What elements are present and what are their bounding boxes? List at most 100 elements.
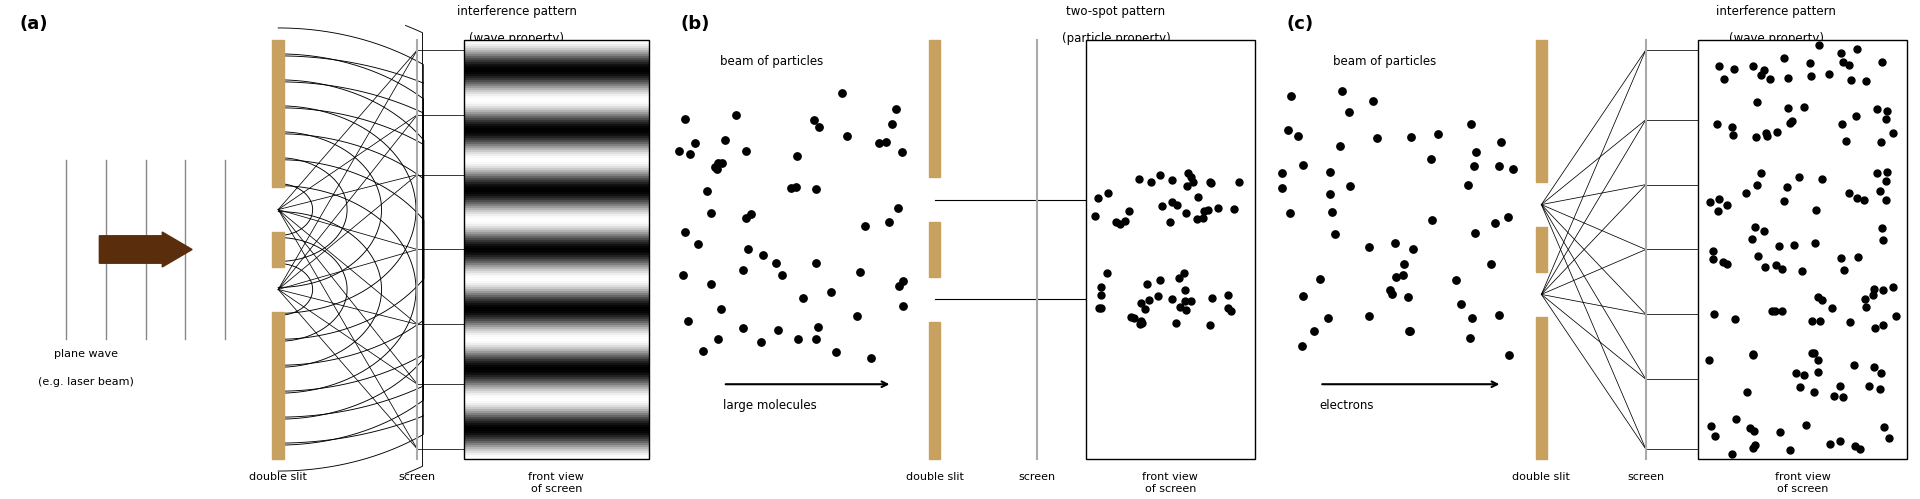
FancyArrow shape [100, 232, 192, 267]
Point [1106, 221, 1137, 229]
Bar [463, 313, 649, 315]
Point [843, 312, 874, 320]
Bar [463, 325, 649, 327]
Bar [463, 208, 649, 210]
Point [1803, 356, 1834, 364]
Bar [463, 134, 649, 136]
Bar [463, 307, 649, 309]
Bar [463, 303, 649, 305]
Point [1784, 383, 1814, 391]
Bar [463, 160, 649, 162]
Point [1828, 266, 1859, 274]
Point [1851, 302, 1882, 310]
Point [803, 323, 833, 331]
Point [1131, 280, 1162, 288]
Point [1868, 286, 1899, 294]
Bar [463, 361, 649, 363]
Bar [463, 210, 649, 212]
Point [1083, 304, 1114, 312]
Point [728, 266, 758, 274]
Bar [463, 92, 649, 94]
Point [1321, 230, 1352, 238]
Bar [463, 196, 649, 198]
Text: electrons: electrons [1319, 399, 1375, 412]
Bar [463, 283, 649, 285]
Bar [463, 285, 649, 287]
Point [1872, 107, 1903, 115]
Point [851, 222, 881, 230]
Text: large molecules: large molecules [722, 399, 816, 412]
Bar [463, 343, 649, 345]
Point [1868, 321, 1899, 329]
Bar [463, 385, 649, 387]
Point [1123, 175, 1154, 183]
Text: double slit: double slit [906, 472, 964, 482]
Bar [1536, 40, 1548, 182]
Bar [463, 234, 649, 236]
Point [1870, 177, 1901, 185]
Point [703, 165, 733, 173]
Point [691, 187, 722, 195]
Point [1288, 292, 1319, 300]
Point [1699, 432, 1730, 440]
Point [1749, 66, 1780, 74]
Bar [463, 289, 649, 291]
Bar [463, 315, 649, 317]
Bar [463, 64, 649, 66]
Point [780, 184, 810, 192]
Bar [463, 238, 649, 240]
Bar [463, 405, 649, 407]
Point [781, 152, 812, 160]
Point [1788, 103, 1818, 111]
Bar [463, 144, 649, 146]
Point [1862, 169, 1893, 177]
Point [1498, 165, 1528, 173]
Point [870, 138, 900, 146]
Bar [463, 200, 649, 202]
Point [1801, 206, 1832, 214]
Point [1703, 208, 1734, 216]
Point [1828, 393, 1859, 401]
Point [668, 270, 699, 278]
Bar [463, 347, 649, 349]
Bar [463, 186, 649, 188]
Bar [463, 439, 649, 441]
Point [1196, 294, 1227, 302]
Point [1177, 178, 1208, 186]
Point [801, 259, 831, 267]
Point [1807, 175, 1837, 183]
Bar [463, 164, 649, 166]
Point [1377, 289, 1407, 297]
Bar [463, 114, 649, 116]
Point [1354, 312, 1384, 320]
Point [1799, 388, 1830, 396]
Point [887, 302, 918, 310]
Bar [463, 184, 649, 186]
Point [1480, 219, 1511, 227]
Point [776, 184, 806, 192]
Bar [463, 431, 649, 433]
Text: (c): (c) [1286, 15, 1313, 33]
Point [1394, 326, 1425, 334]
Point [1697, 254, 1728, 262]
Point [1826, 49, 1857, 57]
Point [1864, 187, 1895, 195]
Text: (e.g. laser beam): (e.g. laser beam) [38, 377, 134, 387]
Point [1175, 173, 1206, 181]
Bar [463, 311, 649, 313]
Point [1868, 236, 1899, 244]
Point [1165, 303, 1196, 311]
Bar [463, 297, 649, 299]
Bar [463, 122, 649, 124]
Point [1866, 138, 1897, 146]
Point [1701, 120, 1732, 128]
Point [1738, 350, 1768, 358]
Point [1304, 275, 1334, 283]
Point [1194, 321, 1225, 329]
Point [1874, 434, 1905, 442]
Point [1859, 291, 1889, 299]
Point [1738, 351, 1768, 359]
Bar [463, 112, 649, 114]
Point [1273, 126, 1304, 134]
Point [1709, 75, 1740, 83]
